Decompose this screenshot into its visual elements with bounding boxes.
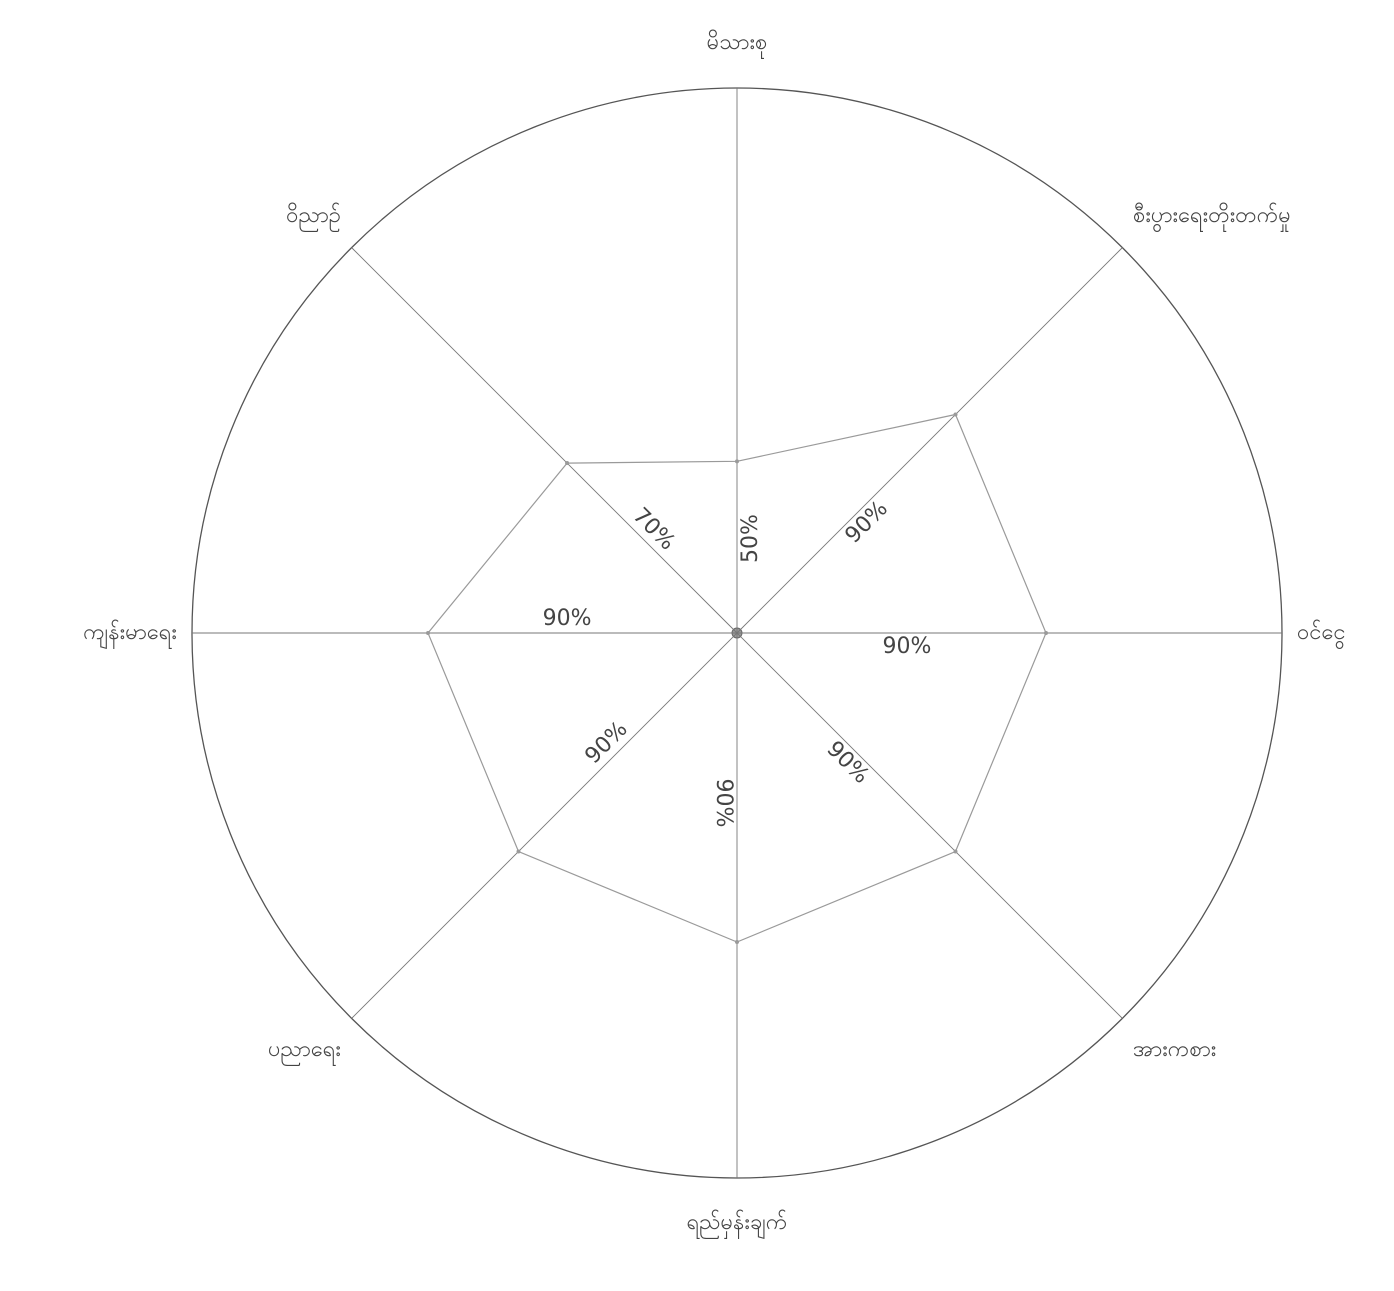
category-label: အားကစား bbox=[1133, 1037, 1216, 1062]
radar-point bbox=[516, 850, 520, 854]
spoke bbox=[737, 633, 1122, 1018]
radar-point bbox=[954, 412, 958, 416]
spoke bbox=[352, 633, 737, 1018]
value-label: 50% bbox=[738, 514, 763, 563]
category-label: မိသားစု bbox=[707, 29, 768, 59]
radar-point bbox=[735, 940, 739, 944]
value-label: 90% bbox=[822, 737, 874, 789]
value-label: 90% bbox=[841, 496, 893, 548]
value-label: 90% bbox=[543, 606, 592, 631]
category-label: ကျန်းမာရေး bbox=[83, 619, 177, 649]
category-label: စီးပွားရေးတိုးတက်မှု bbox=[1133, 202, 1291, 233]
chart: မိသားစုစီးပွားရေးတိုးတက်မှုဝင်ငွေအားကစား… bbox=[0, 0, 1394, 1291]
value-label: 70% bbox=[628, 503, 680, 555]
category-label: ဝိညာဉ် bbox=[286, 202, 341, 232]
radar-point bbox=[954, 850, 958, 854]
radar-point bbox=[1044, 631, 1048, 635]
category-label: ပညာရေး bbox=[268, 1037, 341, 1066]
radar-point bbox=[735, 459, 739, 463]
spoke bbox=[352, 248, 737, 633]
category-label: ရည်မှန်းချက် bbox=[687, 1209, 788, 1240]
category-label: ဝင်ငွေ bbox=[1297, 619, 1346, 650]
value-label: 90% bbox=[580, 717, 632, 769]
value-label: 90% bbox=[711, 779, 736, 828]
radar-point bbox=[426, 631, 430, 635]
value-label: 90% bbox=[883, 634, 932, 659]
spoke bbox=[737, 248, 1122, 633]
radar-point bbox=[565, 461, 569, 465]
